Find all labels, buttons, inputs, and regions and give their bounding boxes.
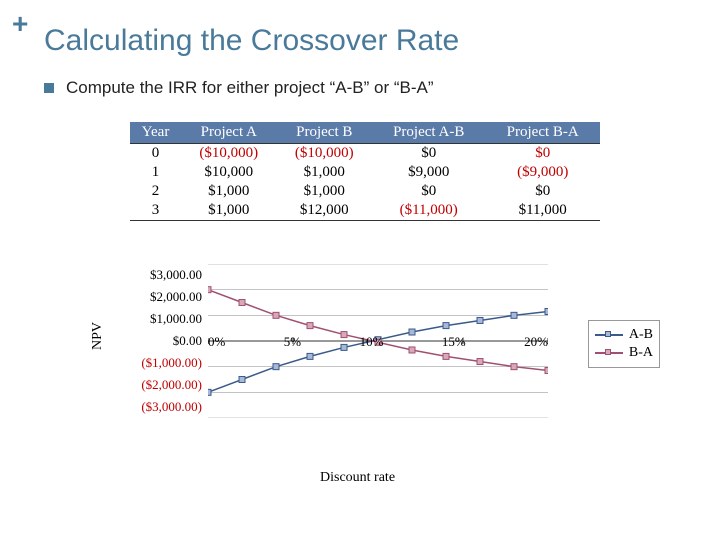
table-cell: $1,000 (181, 201, 277, 221)
legend-item: B-A (595, 345, 653, 361)
plus-decor: + (12, 8, 28, 40)
y-tick: ($2,000.00) (112, 374, 202, 396)
table-cell: 0 (130, 144, 181, 164)
y-tick: ($1,000.00) (112, 352, 202, 374)
chart-legend: A-B B-A (588, 320, 660, 368)
table-cell: ($9,000) (485, 163, 600, 182)
table-cell: 3 (130, 201, 181, 221)
table-cell: $0 (372, 182, 485, 201)
table-header: Project A-B (372, 122, 485, 144)
table-row: 2$1,000$1,000$0$0 (130, 182, 600, 201)
legend-label: A-B (629, 327, 653, 343)
table-header: Year (130, 122, 181, 144)
table-header: Project B (277, 122, 373, 144)
y-tick: $0.00 (112, 330, 202, 352)
table-cell: $1,000 (181, 182, 277, 201)
chart-plot (208, 264, 548, 418)
table-cell: $1,000 (277, 163, 373, 182)
y-axis-label: NPV (90, 322, 106, 350)
table-cell: 2 (130, 182, 181, 201)
table-cell: $0 (372, 144, 485, 164)
table-row: 3$1,000$12,000($11,000)$11,000 (130, 201, 600, 221)
y-tick: $2,000.00 (112, 286, 202, 308)
x-axis-label: Discount rate (320, 470, 395, 486)
bullet-row: Compute the IRR for either project “A-B”… (44, 78, 434, 98)
y-tick: ($3,000.00) (112, 396, 202, 418)
table-cell: $12,000 (277, 201, 373, 221)
table-cell: ($10,000) (181, 144, 277, 164)
table-cell: ($11,000) (372, 201, 485, 221)
y-tick: $1,000.00 (112, 308, 202, 330)
bullet-text: Compute the IRR for either project “A-B”… (66, 78, 434, 98)
table-cell: $1,000 (277, 182, 373, 201)
table-header: Project A (181, 122, 277, 144)
bullet-square (44, 83, 54, 93)
legend-label: B-A (629, 345, 653, 361)
legend-marker-icon (595, 348, 623, 358)
table-cell: $11,000 (485, 201, 600, 221)
table-cell: 1 (130, 163, 181, 182)
data-table: YearProject AProject BProject A-BProject… (130, 122, 600, 221)
npv-chart: NPV $3,000.00$2,000.00$1,000.00$0.00($1,… (100, 260, 660, 480)
table-cell: $9,000 (372, 163, 485, 182)
table-cell: ($10,000) (277, 144, 373, 164)
table-cell: $0 (485, 182, 600, 201)
table-row: 0($10,000)($10,000)$0$0 (130, 144, 600, 164)
table-row: 1$10,000$1,000$9,000($9,000) (130, 163, 600, 182)
legend-item: A-B (595, 327, 653, 343)
table-header: Project B-A (485, 122, 600, 144)
table-cell: $10,000 (181, 163, 277, 182)
legend-marker-icon (595, 330, 623, 340)
table-cell: $0 (485, 144, 600, 164)
y-tick: $3,000.00 (112, 264, 202, 286)
y-tick-labels: $3,000.00$2,000.00$1,000.00$0.00($1,000.… (112, 264, 202, 418)
slide-title: Calculating the Crossover Rate (44, 24, 459, 58)
